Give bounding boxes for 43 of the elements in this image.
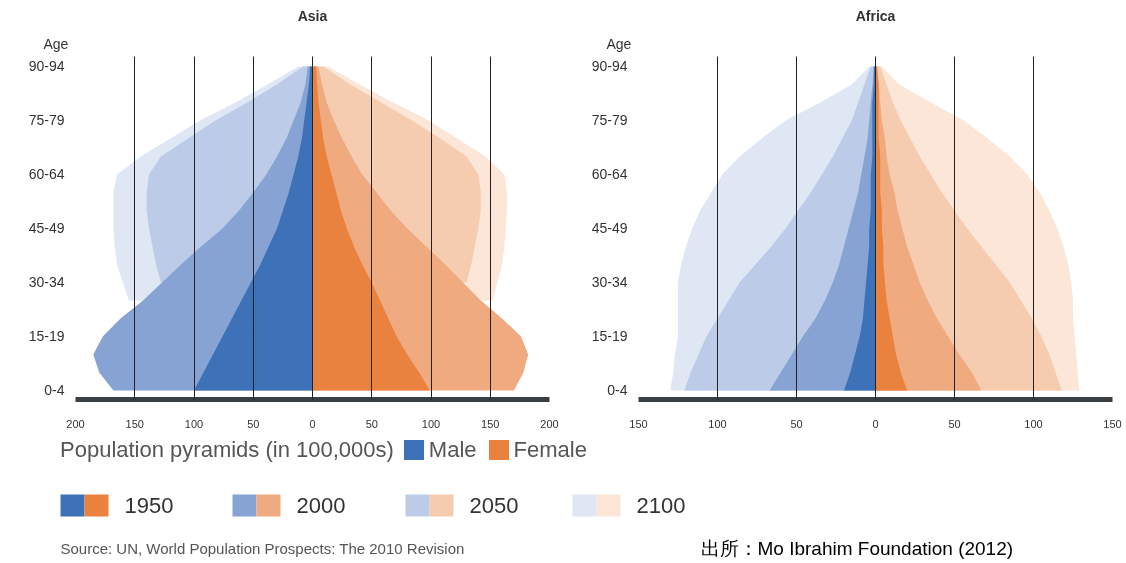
x-tick-label: 0 <box>872 417 879 430</box>
x-tick-label: 50 <box>948 417 961 430</box>
y-tick-label: 75-79 <box>28 112 65 129</box>
legend-label: 2000 <box>296 493 346 518</box>
legend-label: 1950 <box>124 493 174 518</box>
y-axis-title: Age <box>43 35 69 52</box>
y-tick-label: 75-79 <box>591 112 628 129</box>
y-tick-label: 30-34 <box>28 274 65 291</box>
x-tick-label: 100 <box>708 417 727 430</box>
x-tick-label: 100 <box>184 417 204 430</box>
text: 出所：Mo Ibrahim Foundation (2012) <box>700 538 1014 559</box>
y-tick-label: 15-19 <box>591 328 628 345</box>
legend-title: Population pyramids (in 100,000s) <box>60 437 394 462</box>
y-tick-label: 15-19 <box>28 328 65 345</box>
x-tick-label: 50 <box>790 417 803 430</box>
y-tick-label: 90-94 <box>591 58 628 75</box>
source-note: Source: UN, World Population Prospects: The 2010 Revision <box>60 540 465 557</box>
x-tick-label: 0 <box>309 417 316 430</box>
x-tick-label: 100 <box>1024 417 1043 430</box>
x-tick-label: 50 <box>365 417 378 430</box>
x-tick-label: 150 <box>629 417 648 430</box>
chart-title: Asia <box>297 7 328 24</box>
x-tick-label: 150 <box>481 417 500 430</box>
y-tick-label: 45-49 <box>591 220 628 237</box>
chart-title: Africa <box>855 7 896 24</box>
y-tick-label: 60-64 <box>591 166 628 183</box>
y-tick-label: 60-64 <box>28 166 65 183</box>
y-tick-label: 90-94 <box>28 58 65 75</box>
x-tick-label: 150 <box>1103 417 1122 430</box>
y-axis-title: Age <box>606 35 632 52</box>
text: Male <box>428 437 477 462</box>
x-tick-label: 100 <box>421 417 441 430</box>
legend-label: 2100 <box>636 493 686 518</box>
text: Female <box>513 437 587 462</box>
x-tick-label: 50 <box>247 417 260 430</box>
y-tick-label: 0-4 <box>607 382 628 399</box>
y-tick-label: 30-34 <box>591 274 628 291</box>
y-tick-label: 45-49 <box>28 220 65 237</box>
x-tick-label: 200 <box>540 417 559 430</box>
legend-label: 2050 <box>469 493 519 518</box>
x-tick-label: 150 <box>125 417 144 430</box>
x-tick-label: 200 <box>66 417 85 430</box>
y-tick-label: 0-4 <box>44 382 65 399</box>
